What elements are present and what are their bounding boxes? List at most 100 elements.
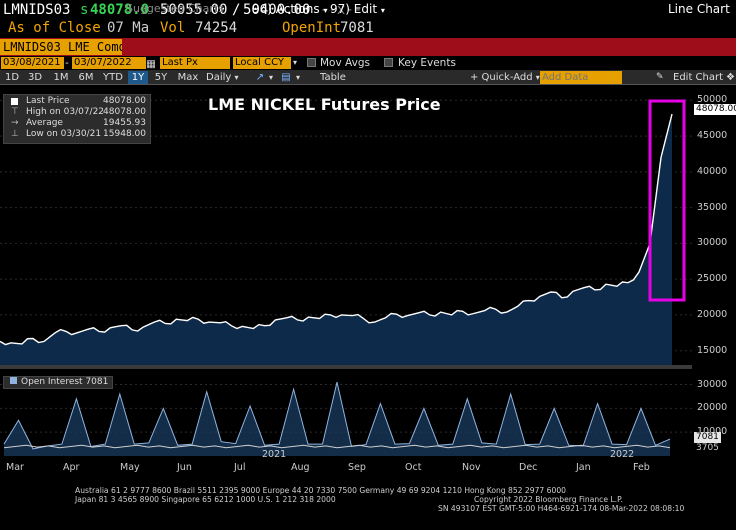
x-tick-label: Jun (177, 462, 192, 473)
price-legend: Last Price 48078.00 ⊤ High on 03/07/22 4… (3, 94, 151, 144)
x-tick-label: Mar (6, 462, 24, 473)
suggested-charts-button[interactable]: Suggested Charts (126, 2, 224, 15)
actions-menu[interactable]: 96) Actions ▾ (252, 1, 327, 17)
chevron-down-icon: ▾ (380, 6, 385, 15)
key-events-checkbox[interactable] (384, 58, 393, 67)
bar-chart-icon[interactable]: ▤ (281, 72, 291, 83)
start-date-field[interactable]: 03/08/2021 (1, 57, 64, 69)
price-line (0, 113, 673, 346)
mov-avgs-checkbox[interactable] (307, 58, 316, 67)
actions-number: 96) (252, 2, 272, 16)
open-interest-legend: Open Interest 7081 (3, 376, 113, 389)
period-5y[interactable]: 5Y (154, 72, 168, 83)
settings-icon[interactable]: ❖ (726, 72, 735, 83)
footer-session-info: SN 493107 EST GMT-5:00 H464-6921-174 08-… (438, 504, 685, 513)
price-area-fill (0, 114, 672, 365)
y-tick-label: 30000 (697, 237, 728, 249)
x-tick-label: May (120, 462, 140, 473)
volume-label: Vol (160, 20, 186, 36)
oi-y-tick-label: 20000 (697, 402, 728, 414)
as-of-label: As of Close (8, 20, 101, 36)
oi-line (3, 381, 671, 450)
oi-axis-label-2: 3705 (694, 443, 721, 454)
footer-copyright: Copyright 2022 Bloomberg Finance L.P. (474, 495, 623, 504)
period-3d[interactable]: 3D (27, 72, 43, 83)
as-of-date: 07 Ma (107, 20, 150, 36)
frequency-dropdown[interactable]: Daily ▾ (206, 71, 239, 84)
calendar-icon[interactable]: ▦ (146, 58, 156, 70)
legend-value: 48078.00 (103, 107, 146, 117)
footer: Australia 61 2 9777 8600 Brazil 5511 239… (0, 483, 736, 530)
chevron-down-icon[interactable]: ▾ (296, 73, 301, 82)
period-6m[interactable]: 6M (78, 72, 94, 83)
x-tick-label: Sep (348, 462, 366, 473)
table-button[interactable]: Table (320, 72, 346, 83)
oi-legend-label: Open Interest 7081 (21, 377, 109, 387)
oi-area-fill (4, 382, 670, 456)
oi-axis-label: 7081 (694, 432, 721, 443)
legend-label: Last Price (26, 96, 70, 106)
x-tick-label: Aug (291, 462, 310, 473)
legend-label: Average (26, 118, 63, 128)
ask-price: 50400.00 (243, 2, 311, 18)
edit-chart-button[interactable]: Edit Chart (673, 72, 724, 83)
period-max[interactable]: Max (177, 72, 199, 83)
key-events-label: Key Events (398, 57, 456, 69)
line-chart-icon[interactable]: ↗ (255, 72, 265, 83)
last-price-axis-label: 48078.00 (694, 104, 736, 115)
security-field[interactable]: LMNIDS03 LME Comdty (0, 39, 122, 55)
edit-number: 97) (330, 2, 350, 16)
chart-type-label: Line Chart (668, 2, 730, 16)
y-tick-label: 40000 (697, 165, 728, 177)
quick-add-label: + Quick-Add (470, 72, 533, 83)
end-date-field[interactable]: 03/07/2022 (72, 57, 146, 69)
footer-phone-line-1: Australia 61 2 9777 8600 Brazil 5511 239… (75, 486, 566, 495)
x-tick-label: Jul (234, 462, 246, 473)
x-tick-label: Apr (63, 462, 80, 473)
open-interest-label: OpenInt (282, 20, 342, 36)
bid-ask-size: --x-- (320, 2, 363, 18)
x-tick-label: Nov (462, 462, 481, 473)
field-selector[interactable]: Last Px (160, 57, 230, 69)
open-interest-value: 7081 (340, 20, 374, 36)
chevron-down-icon: ▾ (535, 73, 540, 82)
edit-label: Edit (353, 2, 378, 16)
x-tick-label: Jan (576, 462, 591, 473)
y-tick-label: 45000 (697, 130, 728, 142)
period-1m[interactable]: 1M (53, 72, 69, 83)
oi-y-tick-label: 10000 (697, 426, 727, 437)
y-tick-label: 20000 (697, 308, 728, 320)
legend-value: 15948.00 (103, 129, 146, 139)
legend-value: 48078.00 (103, 96, 146, 106)
currency-selector[interactable]: Local CCY (233, 57, 291, 69)
legend-label: Low on 03/30/21 (26, 129, 102, 139)
average-marker-icon: → (11, 118, 19, 128)
y-tick-label: 50000 (697, 94, 728, 106)
low-marker-icon: ⊥ (11, 129, 19, 139)
legend-value: 19455.93 (103, 118, 146, 128)
add-data-input[interactable] (540, 71, 622, 84)
spike-highlight-box (648, 99, 686, 302)
oi-baseline (3, 444, 671, 449)
legend-low: ⊥ Low on 03/30/21 15948.00 (4, 129, 150, 140)
chevron-down-icon[interactable]: ▾ (293, 58, 298, 67)
y-tick-label: 25000 (697, 273, 728, 285)
period-1y[interactable]: 1Y (128, 71, 148, 84)
chevron-down-icon[interactable]: ▾ (269, 73, 274, 82)
last-prefix: s (80, 2, 89, 18)
year-label-2021: 2021 (262, 449, 287, 460)
quick-add-button[interactable]: + Quick-Add ▾ (470, 71, 540, 84)
volume-value: 74254 (195, 20, 238, 36)
x-tick-label: Oct (405, 462, 422, 473)
legend-swatch-icon (11, 98, 18, 105)
footer-phone-line-2: Japan 81 3 4565 8900 Singapore 65 6212 1… (75, 495, 336, 504)
period-1d[interactable]: 1D (4, 72, 20, 83)
period-ytd[interactable]: YTD (103, 72, 123, 83)
oi-y-tick-label: 30000 (697, 378, 728, 390)
x-tick-label: Feb (633, 462, 650, 473)
legend-swatch-icon (10, 377, 17, 384)
actions-label: Actions (275, 2, 320, 16)
edit-menu[interactable]: 97) Edit ▾ (330, 1, 385, 17)
edit-chart-icon[interactable]: ✎ (656, 72, 664, 82)
function-menu-bar (0, 38, 736, 56)
